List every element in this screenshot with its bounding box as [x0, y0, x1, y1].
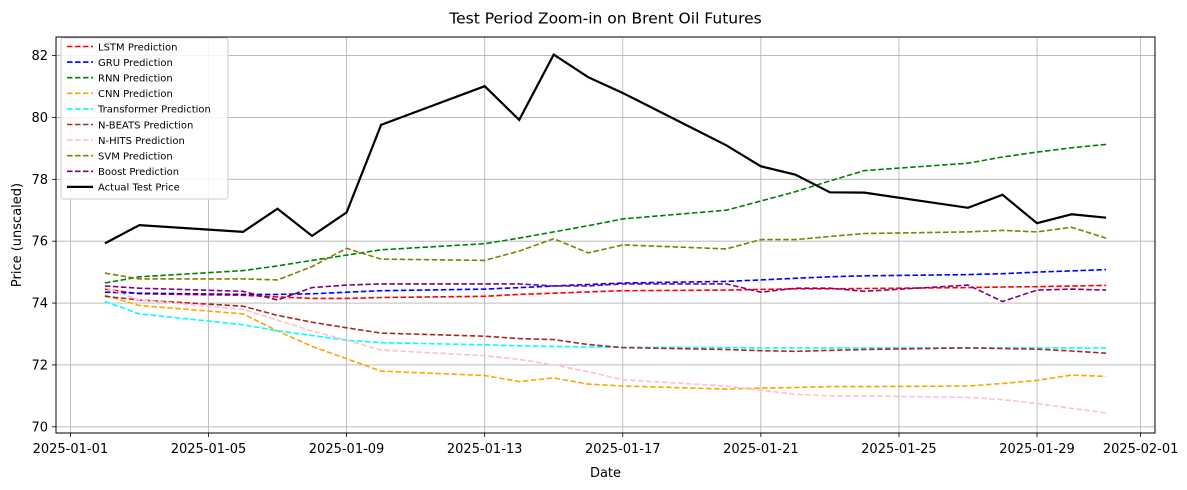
legend-label-n-beats-prediction: N-BEATS Prediction	[98, 120, 193, 131]
legend-label-cnn-prediction: CNN Prediction	[98, 89, 173, 100]
y-tick-label: 76	[31, 235, 48, 250]
legend-label-lstm-prediction: LSTM Prediction	[98, 42, 178, 53]
legend: LSTM Prediction GRU Prediction RNN Predict…	[60, 37, 229, 200]
chart-title: Test Period Zoom-in on Brent Oil Futures	[448, 10, 761, 28]
x-tick-label: 2025-01-21	[723, 442, 799, 457]
legend-label-transformer-prediction: Transformer Prediction	[97, 105, 211, 116]
series-lines	[104, 53, 1107, 414]
rnn-prediction-line	[104, 143, 1107, 284]
x-axis: 2025-01-01 2025-01-05 2025-01-09 2025-01-13…	[33, 433, 1179, 457]
x-tick-label: 2025-01-25	[861, 442, 937, 457]
grid-lines	[56, 37, 1155, 433]
legend-label-rnn-prediction: RNN Prediction	[98, 74, 173, 85]
y-tick-label: 70	[31, 420, 48, 435]
cnn-prediction-line	[104, 294, 1107, 390]
legend-label-svm-prediction: SVM Prediction	[98, 152, 173, 163]
x-tick-label: 2025-01-01	[33, 442, 109, 457]
x-axis-label: Date	[590, 466, 621, 481]
y-tick-label: 78	[31, 173, 48, 188]
boost-prediction-line	[104, 283, 1107, 303]
x-tick-label: 2025-01-29	[999, 442, 1075, 457]
x-tick-label: 2025-01-13	[447, 442, 523, 457]
x-tick-label: 2025-01-17	[585, 442, 661, 457]
x-tick-label: 2025-02-01	[1103, 442, 1179, 457]
legend-label-actual-test-price: Actual Test Price	[98, 183, 180, 194]
plot-frame	[55, 36, 1156, 434]
y-tick-label: 80	[31, 111, 48, 126]
legend-label-boost-prediction: Boost Prediction	[98, 167, 179, 178]
y-axis: 70 72 74 76 78 80 82	[31, 49, 56, 435]
n-beats-prediction-line	[104, 295, 1107, 354]
legend-label-gru-prediction: GRU Prediction	[98, 58, 173, 69]
x-tick-label: 2025-01-09	[309, 442, 385, 457]
gru-prediction-line	[104, 268, 1107, 296]
legend-label-n-hits-prediction: N-HITS Prediction	[98, 136, 185, 147]
y-tick-label: 72	[31, 358, 48, 373]
y-tick-label: 74	[31, 297, 48, 312]
n-hits-prediction-line	[104, 286, 1107, 414]
lstm-prediction-line	[104, 284, 1107, 300]
legend-box	[60, 37, 229, 200]
svm-prediction-line	[104, 226, 1107, 281]
x-tick-label: 2025-01-05	[171, 442, 247, 457]
actual-test-price-line	[104, 53, 1107, 245]
y-axis-label: Price (unscaled)	[10, 183, 25, 287]
y-tick-label: 82	[31, 49, 48, 64]
